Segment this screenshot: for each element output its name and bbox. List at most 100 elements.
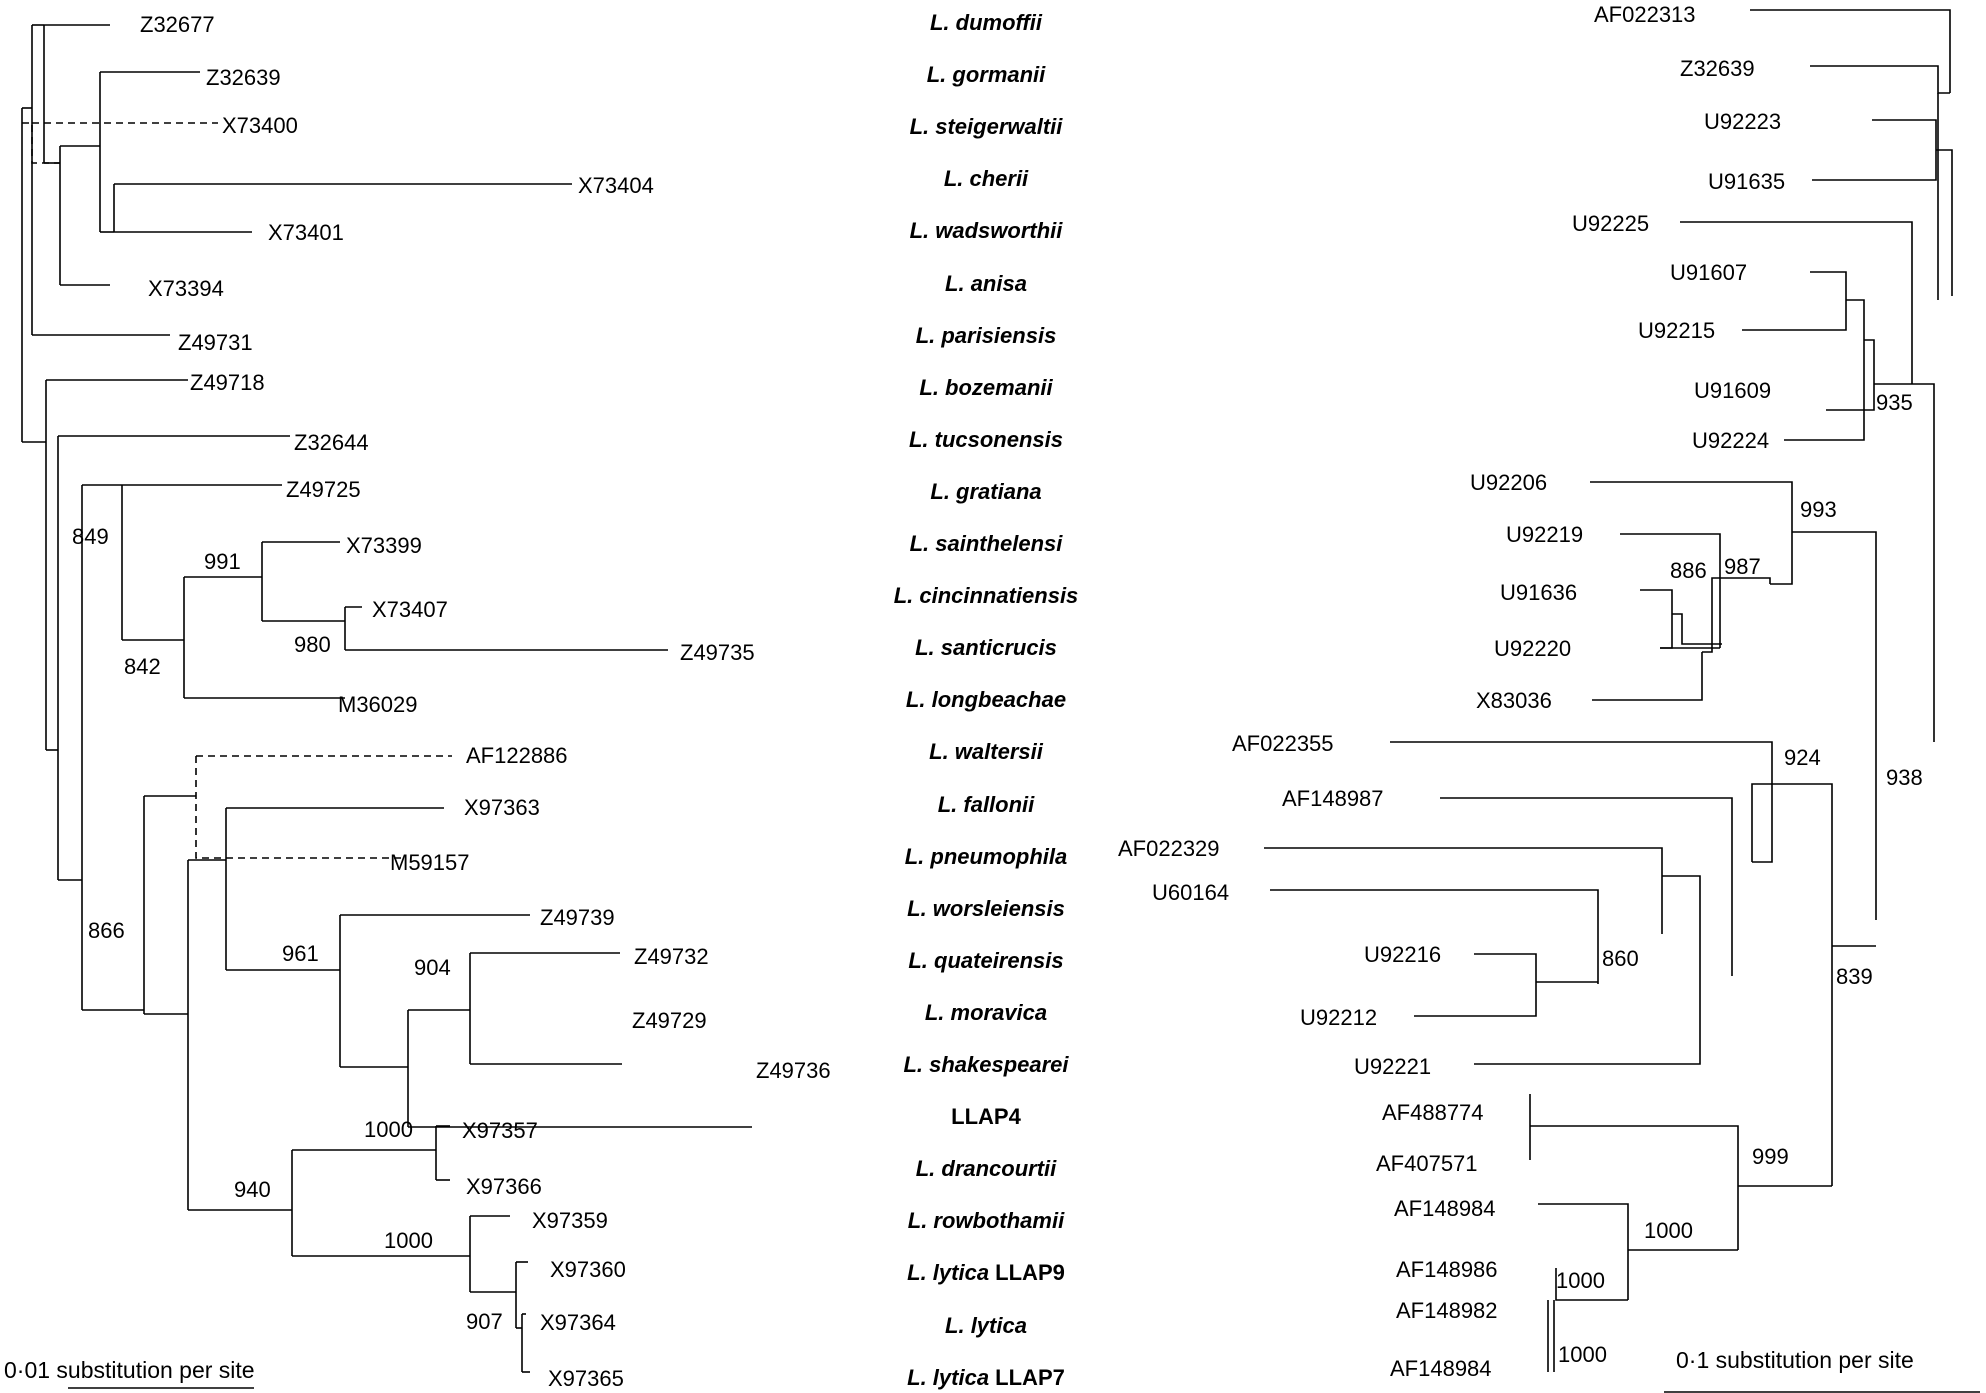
right-accession-label: AF022355 [1232, 731, 1334, 756]
species-label: L. parisiensis [916, 323, 1057, 348]
left-accession-label: X73399 [346, 533, 422, 558]
bootstrap-value: 1000 [1556, 1268, 1605, 1293]
species-name-italic: L. wadsworthii [910, 218, 1064, 243]
species-label: L. quateirensis [908, 948, 1063, 973]
bootstrap-value: 860 [1602, 946, 1639, 971]
right-accession-label: U92225 [1572, 211, 1649, 236]
species-name-italic: L. waltersii [929, 739, 1044, 764]
left-accession-label: X97360 [550, 1257, 626, 1282]
right-accession-label: U91607 [1670, 260, 1747, 285]
bootstrap-value: 999 [1752, 1144, 1789, 1169]
species-name-italic: L. gormanii [927, 62, 1046, 87]
species-labels: L. dumoffii L. gormanii L. steigerwaltii L.… [894, 10, 1079, 1390]
bootstrap-value: 961 [282, 941, 319, 966]
left-accession-label: X97365 [548, 1366, 624, 1391]
left-accession-label: X97366 [466, 1174, 542, 1199]
species-label: L. tucsonensis [909, 427, 1063, 452]
species-name-italic: L. moravica [925, 1000, 1047, 1025]
bootstrap-value: 849 [72, 524, 109, 549]
right-accession-label: U92221 [1354, 1054, 1431, 1079]
left-accession-label: X97363 [464, 795, 540, 820]
bootstrap-value: 842 [124, 654, 161, 679]
species-label: L. moravica [925, 1000, 1047, 1025]
right-scale-label: 0·1 substitution per site [1676, 1347, 1914, 1373]
species-name-italic: L. sainthelensi [910, 531, 1064, 556]
left-tree-branches [21, 24, 752, 1389]
left-accession-labels: Z32677 Z32639 X73400 X73404 X73401 X7339… [140, 12, 831, 1391]
right-accession-label: U91609 [1694, 378, 1771, 403]
right-accession-label: X83036 [1476, 688, 1552, 713]
species-name-italic: L. dumoffii [930, 10, 1043, 35]
right-accession-label: U92224 [1692, 428, 1769, 453]
bootstrap-value: 980 [294, 632, 331, 657]
right-accession-label: AF148982 [1396, 1298, 1498, 1323]
right-accession-label: U91635 [1708, 169, 1785, 194]
species-label: L. shakespearei [903, 1052, 1069, 1077]
bootstrap-value: 886 [1670, 558, 1707, 583]
left-accession-label: Z32644 [294, 430, 369, 455]
right-accession-label: AF407571 [1376, 1151, 1478, 1176]
species-name-italic: L. rowbothamii [908, 1208, 1065, 1233]
right-accession-label: AF022329 [1118, 836, 1220, 861]
left-accession-label: Z32677 [140, 12, 215, 37]
bootstrap-value: 1000 [1558, 1342, 1607, 1367]
bootstrap-value: 1000 [1644, 1218, 1693, 1243]
left-accession-label: Z49736 [756, 1058, 831, 1083]
right-accession-label: AF148986 [1396, 1257, 1498, 1282]
species-label: L. wadsworthii [910, 218, 1064, 243]
right-accession-label: AF022313 [1594, 2, 1696, 27]
species-label: L. steigerwaltii [910, 114, 1064, 139]
bootstrap-value: 866 [88, 918, 125, 943]
species-label: L. santicrucis [915, 635, 1057, 660]
bootstrap-value: 1000 [364, 1117, 413, 1142]
species-label: L. bozemanii [919, 375, 1053, 400]
right-accession-label: AF148984 [1394, 1196, 1496, 1221]
species-name-italic: L. gratiana [930, 479, 1041, 504]
right-accession-label: AF148984 [1390, 1356, 1492, 1381]
species-label: L. waltersii [929, 739, 1044, 764]
species-name-italic: L. steigerwaltii [910, 114, 1064, 139]
bootstrap-value: 938 [1886, 765, 1923, 790]
left-accession-label: X97364 [540, 1310, 616, 1335]
species-name-italic: L. parisiensis [916, 323, 1057, 348]
right-accession-label: U92212 [1300, 1005, 1377, 1030]
species-name-italic: L. lytica [907, 1260, 989, 1285]
species-name-italic: L. anisa [945, 271, 1027, 296]
species-name-italic: L. bozemanii [919, 375, 1053, 400]
bootstrap-value: 839 [1836, 964, 1873, 989]
left-accession-label: Z49731 [178, 330, 253, 355]
species-name-italic: L. shakespearei [903, 1052, 1069, 1077]
species-name-italic: L. longbeachae [906, 687, 1066, 712]
bootstrap-value: 1000 [384, 1228, 433, 1253]
species-label: L. drancourtii [916, 1156, 1057, 1181]
left-accession-label: AF122886 [466, 743, 568, 768]
species-label: L. gratiana [930, 479, 1041, 504]
species-name-italic: L. lytica [907, 1365, 989, 1390]
species-name-italic: L. tucsonensis [909, 427, 1063, 452]
left-accession-label: Z49718 [190, 370, 265, 395]
right-accession-label: AF488774 [1382, 1100, 1484, 1125]
species-label: L. rowbothamii [908, 1208, 1065, 1233]
species-name-italic: L. fallonii [938, 792, 1035, 817]
species-label: L. anisa [945, 271, 1027, 296]
bootstrap-value: 993 [1800, 497, 1837, 522]
species-label: L. lytica LLAP9 [907, 1260, 1065, 1285]
left-accession-label: Z32639 [206, 65, 281, 90]
species-name-plain: LLAP4 [951, 1104, 1021, 1129]
species-name-italic: L. cincinnatiensis [894, 583, 1079, 608]
left-accession-label: Z49729 [632, 1008, 707, 1033]
species-label: L. dumoffii [930, 10, 1043, 35]
species-label: L. cherii [944, 166, 1029, 191]
species-name-italic: L. pneumophila [905, 844, 1068, 869]
left-accession-label: Z49725 [286, 477, 361, 502]
right-accession-label: Z32639 [1680, 56, 1755, 81]
bootstrap-value: 907 [466, 1309, 503, 1334]
right-accession-labels: AF022313 Z32639 U92223 U91635 U92225 U91… [1118, 2, 1785, 1381]
left-scale-label: 0·01 substitution per site [4, 1357, 255, 1383]
species-name-italic: L. santicrucis [915, 635, 1057, 660]
bootstrap-value: 924 [1784, 745, 1821, 770]
left-accession-label: X73401 [268, 220, 344, 245]
bootstrap-value: 987 [1724, 554, 1761, 579]
species-label: L. sainthelensi [910, 531, 1064, 556]
